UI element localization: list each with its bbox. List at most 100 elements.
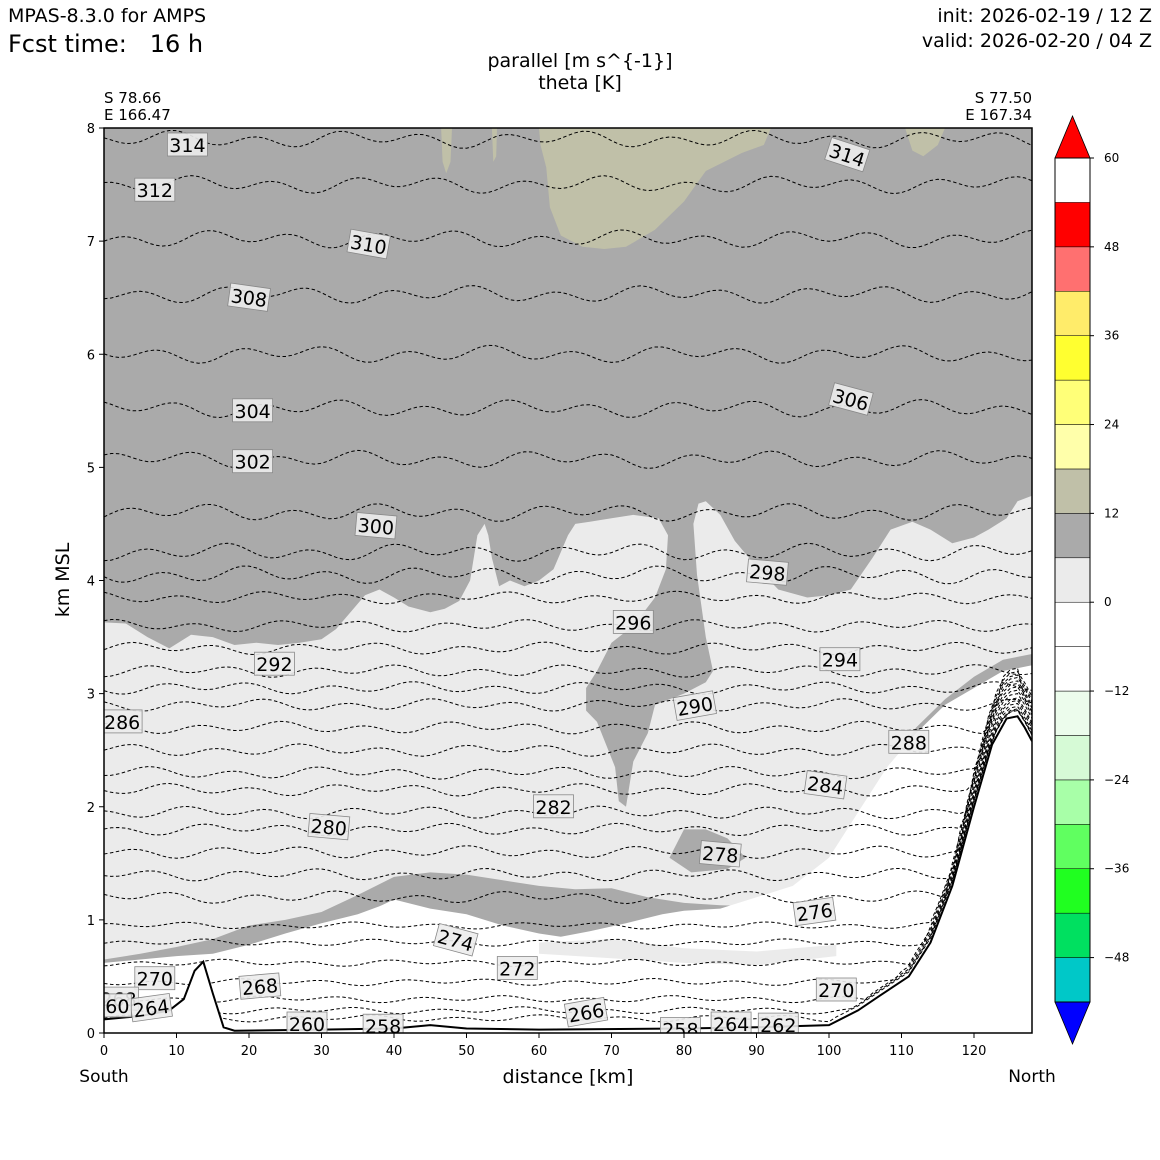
- colorbar-tick-label: 0: [1104, 595, 1112, 609]
- contour-label-box: [757, 1012, 799, 1033]
- contour-label-text: 298: [748, 561, 786, 586]
- plot-title: parallel [m s^{-1}] theta [K]: [487, 50, 672, 94]
- contour-label-text: 300: [357, 515, 395, 540]
- theta-contour: [104, 682, 1032, 837]
- colorbar-segment: [1054, 601, 1091, 647]
- colorbar-segment: [1054, 379, 1091, 425]
- y-axis-title: km MSL: [52, 542, 74, 617]
- contour-label-text: 312: [137, 180, 173, 202]
- shade-lower: [104, 495, 1032, 960]
- contour-label-text: 302: [234, 452, 270, 474]
- contour-label-box: [803, 770, 848, 800]
- contour-label: 312: [134, 177, 176, 202]
- right-lon: E 167.34: [965, 106, 1032, 124]
- contour-label: 304: [232, 398, 274, 423]
- corner-labels: S 78.66 E 166.47 S 77.50 E 167.34: [104, 89, 1032, 124]
- contour-label-box: [672, 690, 717, 721]
- fcst-label: Fcst time:: [8, 30, 127, 58]
- colorbar-segment: [1054, 646, 1091, 692]
- contour-label: 298: [746, 558, 789, 586]
- y-tick-label: 0: [87, 1027, 95, 1042]
- y-tick-label: 8: [87, 122, 95, 137]
- colorbar-tick-label: −36: [1104, 862, 1129, 876]
- colorbar-segment: [1054, 824, 1091, 869]
- colorbar-tick-label: −24: [1104, 773, 1129, 787]
- colorbar-segment: [1054, 957, 1091, 1003]
- y-tick-label: 7: [87, 235, 95, 250]
- contour-label: 264: [710, 1011, 752, 1036]
- x-axis-title: distance [km]: [503, 1066, 634, 1088]
- colorbar-segment: [1054, 291, 1091, 336]
- colorbar-tick-label: 48: [1104, 240, 1119, 254]
- x-tick-label: 110: [889, 1044, 914, 1059]
- contour-label-box: [238, 972, 282, 1000]
- shade-white: [104, 665, 1032, 1033]
- contour-label-box: [232, 398, 274, 423]
- contour-label: 260: [93, 993, 132, 1018]
- contour-label-box: [104, 709, 143, 734]
- contour-label-box: [104, 993, 132, 1018]
- contour-label: 302: [232, 449, 274, 474]
- contour-label-box: [134, 966, 176, 991]
- contour-label-text: 260: [289, 1014, 325, 1036]
- contour-label-text: 280: [310, 816, 348, 841]
- contour-label: 292: [253, 651, 295, 676]
- contour-label: 282: [533, 794, 574, 819]
- theta-contour: [104, 671, 1032, 757]
- theta-contour: [104, 689, 1032, 882]
- contour-label-text: 264: [713, 1014, 749, 1036]
- contour-label-box: [888, 729, 930, 754]
- contour-label: 308: [227, 282, 271, 312]
- title-line2: theta [K]: [538, 72, 622, 94]
- contour-label-text: 286: [104, 712, 140, 734]
- contour-label-text: 288: [891, 732, 927, 754]
- contour-label-box: [354, 512, 398, 540]
- colorbar: −48 −36 −24 −12 0 12 24 36 48 60: [1054, 114, 1129, 1046]
- contour-label-box: [710, 1011, 752, 1033]
- y-tick-label: 5: [87, 461, 95, 476]
- right-lat: S 77.50: [975, 89, 1032, 107]
- contour-label-box: [533, 794, 574, 819]
- x-tick-label: 50: [458, 1044, 475, 1059]
- terrain-fill: [104, 716, 1032, 1033]
- theta-contour: [104, 676, 1032, 797]
- theta-contour: [104, 590, 1032, 605]
- contour-label-box: [134, 177, 176, 202]
- contour-label-text: 296: [615, 612, 651, 634]
- colorbar-tick-label: 60: [1104, 151, 1119, 165]
- contour-label-box: [227, 282, 271, 312]
- contour-label-text: 292: [256, 654, 292, 676]
- contour-label: 272: [496, 956, 538, 981]
- contour-label-text: 278: [701, 843, 739, 868]
- contour-label: 276: [792, 896, 837, 926]
- y-tick-label: 6: [87, 348, 95, 363]
- contour-label-box: [612, 610, 654, 634]
- shade-lower: [539, 939, 837, 966]
- contour-label-box: [563, 996, 609, 1028]
- contour-label-text: 258: [662, 1020, 698, 1042]
- contour-label-box: [307, 812, 351, 841]
- contour-label-box: [828, 382, 874, 416]
- theta-contour: [104, 709, 1032, 1023]
- colorbar-segment: [1054, 246, 1091, 292]
- theta-contour: [104, 674, 1032, 780]
- contour-label: 274: [432, 922, 479, 957]
- colorbar-segment: [1054, 735, 1091, 781]
- contour-label-text: 260: [93, 996, 129, 1018]
- colorbar-segment: [1054, 557, 1091, 603]
- contour-label-text: 264: [132, 996, 171, 1023]
- y-tick-label: 4: [87, 575, 95, 590]
- contour-label: 278: [698, 840, 742, 868]
- contour-label: 266: [563, 996, 609, 1028]
- contour-label-text: 304: [234, 401, 270, 423]
- contour-label: 290: [672, 690, 717, 721]
- contour-label-box: [166, 132, 208, 157]
- contour-label-box: [746, 558, 789, 586]
- theta-contour: [104, 503, 1032, 522]
- contour-label-text: 268: [241, 975, 279, 1000]
- colorbar-segment: [1054, 335, 1091, 381]
- contour-label-box: [286, 1011, 328, 1033]
- theta-contour: [104, 693, 1032, 905]
- x-tick-label: 0: [100, 1044, 108, 1059]
- x-tick-label: 30: [313, 1044, 330, 1059]
